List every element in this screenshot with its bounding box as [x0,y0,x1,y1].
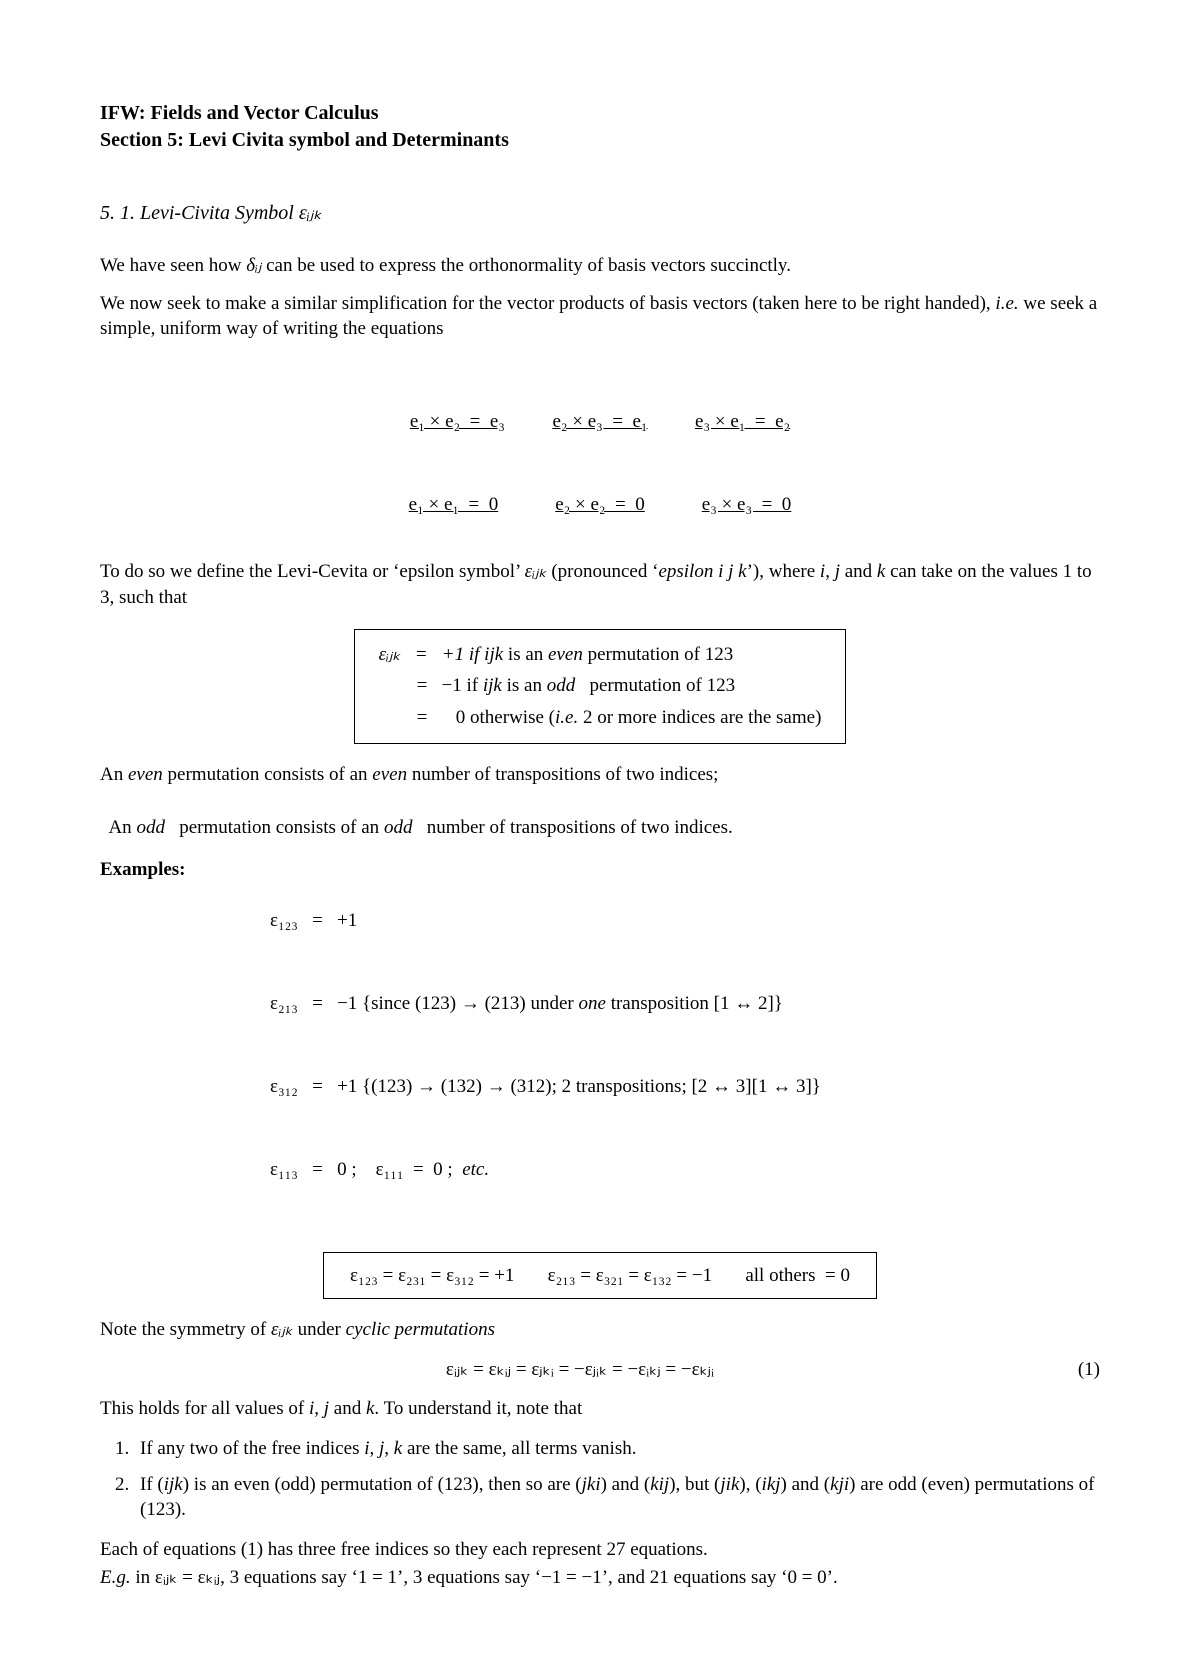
example-line-4: ε₁₁₃ = 0 ; ε₁₁₁ = 0 ; etc. [270,1157,821,1183]
header-line-2: Section 5: Levi Civita symbol and Determ… [100,127,1100,154]
values-box: ε₁₂₃ = ε₂₃₁ = ε₃₁₂ = +1 ε₂₁₃ = ε₃₂₁ = ε₁… [323,1252,877,1300]
cp-r2c3: e₃ × e₃ = 0 [702,494,792,515]
equation-1-number: (1) [1060,1357,1100,1383]
paragraph-3: To do so we define the Levi-Cevita or ‘e… [100,559,1100,610]
header-line-1: IFW: Fields and Vector Calculus [100,100,1100,127]
paragraph-8: Each of equations (1) has three free ind… [100,1537,1100,1563]
equation-1: εᵢⱼₖ = εₖᵢⱼ = εⱼₖᵢ = −εⱼᵢₖ = −εᵢₖⱼ = −εₖ… [100,1357,1100,1383]
definition-box: εᵢⱼₖ = +1 if ijk is an even permutation … [354,629,847,744]
paragraph-5: An odd permutation consists of an odd nu… [100,789,1100,840]
cp-r1c3: e₃ × e₁ = e₂ [695,411,790,432]
paragraph-1: We have seen how δᵢⱼ can be used to expr… [100,253,1100,279]
example-line-3: ε₃₁₂ = +1 {(123) → (132) → (312); 2 tran… [270,1074,821,1100]
cp-r2c1: e₁ × e₁ = 0 [409,494,499,515]
paragraph-2: We now seek to make a similar simplifica… [100,291,1100,342]
cross-product-table: e₁ × e₂ = e₃ e₂ × e₃ = e₁ e₃ × e₁ = e₂ e… [100,358,1100,543]
equation-1-body: εᵢⱼₖ = εₖᵢⱼ = εⱼₖᵢ = −εⱼᵢₖ = −εᵢₖⱼ = −εₖ… [100,1357,1060,1383]
examples-block: Examples: ε₁₂₃ = +1 ε₂₁₃ = −1 {since (12… [100,857,1100,1234]
cp-r2c2: e₂ × e₂ = 0 [555,494,645,515]
page-header: IFW: Fields and Vector Calculus Section … [100,100,1100,154]
cp-r1c2: e₂ × e₃ = e₁ [552,411,647,432]
cp-r1c1: e₁ × e₂ = e₃ [410,411,505,432]
examples-label: Examples: [100,857,270,1234]
paragraph-9: E.g. in εᵢⱼₖ = εₖᵢⱼ, 3 equations say ‘1 … [100,1565,1100,1591]
notes-list: If any two of the free indices i, j, k a… [134,1436,1100,1523]
example-line-1: ε₁₂₃ = +1 [270,908,821,934]
paragraph-6: Note the symmetry of εᵢⱼₖ under cyclic p… [100,1317,1100,1343]
example-line-2: ε₂₁₃ = −1 {since (123) → (213) under one… [270,991,821,1017]
subsection-title: 5. 1. Levi-Civita Symbol εᵢⱼₖ [100,200,1100,227]
note-2: If (ijk) is an even (odd) permutation of… [134,1472,1100,1523]
paragraph-7: This holds for all values of i, j and k.… [100,1396,1100,1422]
note-1: If any two of the free indices i, j, k a… [134,1436,1100,1462]
paragraph-4: An even permutation consists of an even … [100,762,1100,788]
